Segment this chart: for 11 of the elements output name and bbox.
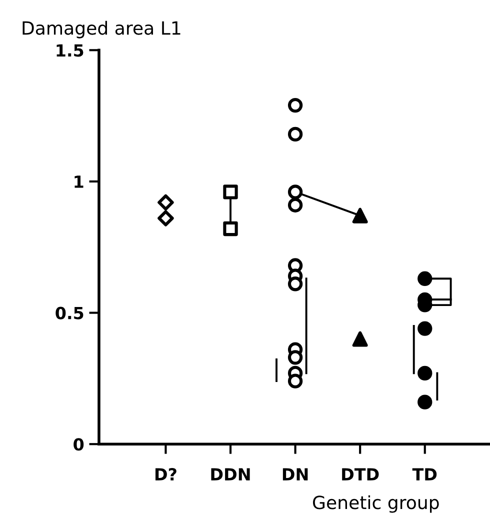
x-tick-label: TD	[412, 468, 437, 480]
y-tick-label: 1	[74, 176, 84, 188]
x-tick-label: DTD	[342, 468, 379, 480]
y-tick-label: 1.5	[56, 44, 84, 57]
y-axis-title: Damaged area L1	[22, 20, 180, 38]
y-tick-label: 0.5	[56, 306, 84, 320]
y-tick-label: 0	[74, 438, 84, 451]
x-tick-label: DDN	[211, 468, 250, 480]
x-axis-title: Genetic group	[313, 495, 439, 513]
x-tick-label: D?	[155, 468, 176, 480]
x-tick-label: DN	[282, 468, 308, 480]
